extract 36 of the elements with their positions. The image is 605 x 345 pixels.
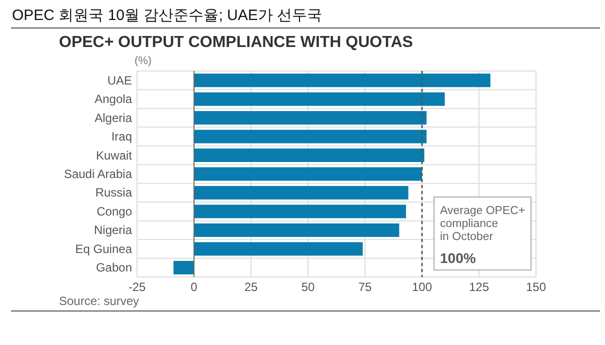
y-tick-label: Congo bbox=[96, 204, 132, 218]
y-tick-label: Kuwait bbox=[96, 148, 133, 162]
x-tick-label: 50 bbox=[301, 280, 315, 294]
y-tick-label: UAE bbox=[107, 73, 132, 88]
annotation: 100% bbox=[440, 250, 476, 266]
bar bbox=[194, 111, 427, 125]
y-tick-label: Nigeria bbox=[94, 223, 132, 238]
x-tick-label: 100 bbox=[412, 280, 432, 294]
ref-line-label: Average OPEC+ compliance in October bbox=[440, 205, 526, 243]
y-tick-label: Gabon bbox=[96, 260, 132, 275]
x-tick-label: 0 bbox=[190, 280, 198, 294]
chart-title: OPEC 회원국 10월 감산준수율; UAE가 선두국 bbox=[12, 7, 322, 24]
bar bbox=[194, 74, 490, 88]
bar bbox=[194, 242, 363, 256]
x-tick-label: 125 bbox=[468, 280, 490, 294]
bar bbox=[173, 260, 194, 274]
source-note: Source: survey bbox=[59, 294, 140, 308]
x-tick-label: -25 bbox=[128, 280, 146, 294]
y-tick-label: Russia bbox=[95, 186, 132, 200]
bar bbox=[194, 186, 408, 200]
y-tick-label: Iraq bbox=[111, 130, 132, 144]
y-tick-label: Algeria bbox=[94, 110, 132, 125]
bar bbox=[194, 148, 424, 162]
bar bbox=[194, 167, 422, 181]
x-tick-label: 150 bbox=[526, 280, 546, 294]
x-tick-label: 25 bbox=[244, 280, 258, 294]
y-tick-label: Eq Guinea bbox=[75, 242, 132, 256]
chart-subtitle: OPEC+ OUTPUT COMPLIANCE WITH QUOTAS bbox=[59, 34, 414, 51]
bar bbox=[194, 204, 406, 218]
x-tick-label: 75 bbox=[358, 280, 372, 294]
x-axis-title: (%) bbox=[134, 55, 152, 67]
bar bbox=[194, 130, 427, 144]
bar bbox=[194, 223, 400, 237]
y-tick-label: Angola bbox=[94, 92, 132, 106]
bar bbox=[194, 92, 445, 106]
y-tick-label: Saudi Arabia bbox=[64, 167, 132, 181]
